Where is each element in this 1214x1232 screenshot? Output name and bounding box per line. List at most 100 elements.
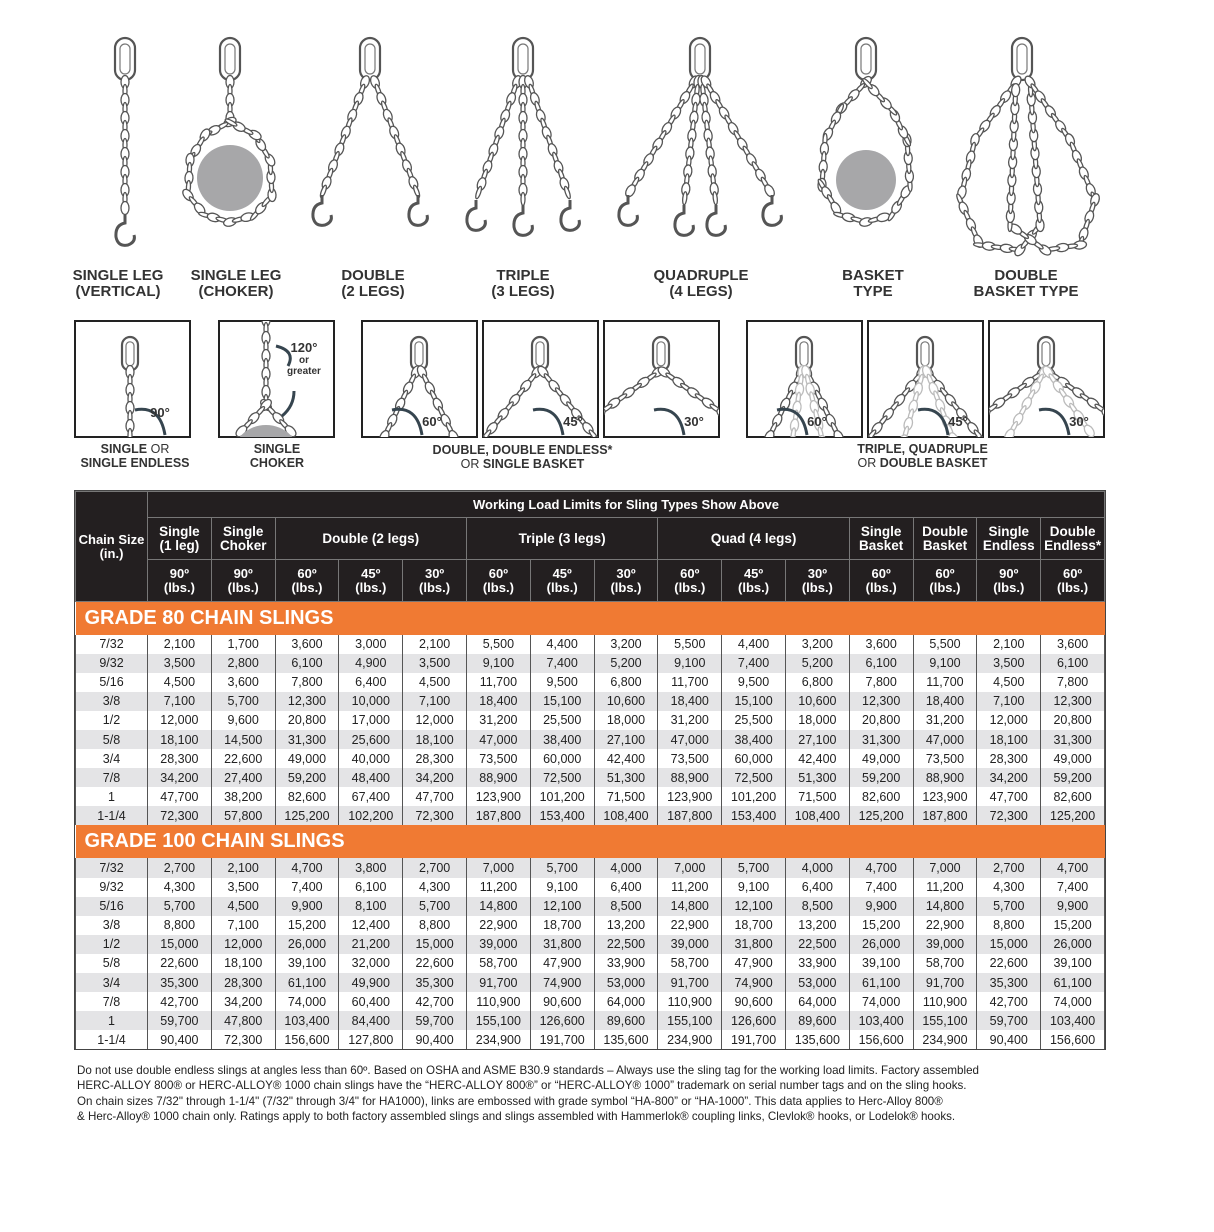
chain-link bbox=[973, 429, 983, 437]
double-basket-sling-icon bbox=[956, 36, 1100, 257]
load-limit-cell: 7,100 bbox=[402, 691, 467, 711]
load-limit-cell: 3,500 bbox=[210, 877, 276, 897]
chain-size-cell: 1 bbox=[75, 787, 148, 807]
chain-link bbox=[790, 427, 797, 437]
chain-link bbox=[747, 461, 760, 476]
load-limit-cell: 4,400 bbox=[721, 634, 786, 654]
load-limit-cell: 2,100 bbox=[402, 634, 467, 654]
chain-size-cell: 3/4 bbox=[75, 749, 148, 769]
load-limit-cell: 13,200 bbox=[784, 915, 850, 935]
load-limit-cell: 5,700 bbox=[147, 896, 212, 916]
chain-link bbox=[761, 438, 770, 451]
load-limit-cell: 7,800 bbox=[848, 672, 914, 692]
load-limit-cell: 2,100 bbox=[976, 634, 1042, 654]
chain-link bbox=[1115, 417, 1130, 431]
load-limit-cell: 15,000 bbox=[147, 934, 212, 954]
chain-size-cell: 5/16 bbox=[75, 672, 148, 692]
load-limit-cell: 89,600 bbox=[784, 1011, 850, 1031]
load-limit-cell: 7,400 bbox=[848, 877, 914, 897]
chain-size-header: Chain Size (in.) bbox=[75, 491, 148, 602]
load-limit-cell: 12,100 bbox=[529, 896, 595, 916]
load-limit-cell: 8,800 bbox=[147, 915, 212, 935]
load-limit-cell: 72,500 bbox=[529, 768, 595, 788]
load-limit-cell: 72,500 bbox=[721, 768, 786, 788]
load-limit-cell: 187,800 bbox=[912, 806, 978, 826]
load-limit-cell: 12,300 bbox=[274, 691, 340, 711]
load-limit-cell: 22,600 bbox=[402, 953, 467, 973]
chain-link bbox=[948, 432, 959, 437]
chain-link bbox=[224, 118, 238, 127]
load-limit-cell: 15,200 bbox=[274, 915, 340, 935]
load-limit-cell: 91,700 bbox=[657, 973, 723, 993]
load-limit-cell: 9,100 bbox=[721, 877, 786, 897]
table-row: 3/4 35,300 28,300 61,100 49,900 35,300 91,700 7… bbox=[75, 973, 1105, 993]
load-limit-cell: 4,500 bbox=[976, 672, 1042, 692]
chain-link bbox=[1130, 427, 1145, 441]
sling-type-label: TRIPLE (3 LEGS) bbox=[491, 267, 555, 300]
load-limit-cell: 25,500 bbox=[529, 710, 595, 730]
load-limit-cell: 4,700 bbox=[274, 858, 340, 878]
load-limit-cell: 7,100 bbox=[147, 691, 212, 711]
load-limit-cell: 74,000 bbox=[1040, 992, 1105, 1012]
load-limit-cell: 3,000 bbox=[338, 634, 404, 654]
load-limit-cell: 12,000 bbox=[210, 934, 276, 954]
load-limit-cell: 5,500 bbox=[657, 634, 723, 654]
load-limit-cell: 28,300 bbox=[147, 749, 212, 769]
load-limit-cell: 26,000 bbox=[1040, 934, 1105, 954]
chain-link bbox=[448, 429, 459, 437]
load-limit-cell: 18,700 bbox=[721, 915, 786, 935]
load-limit-cell: 25,500 bbox=[721, 710, 786, 730]
load-limit-cell: 9,600 bbox=[210, 710, 276, 730]
angle-diagram: 45° bbox=[482, 320, 599, 438]
chain-link bbox=[368, 454, 377, 467]
angle-arrow-icon bbox=[917, 407, 950, 436]
load-limit-cell: 53,000 bbox=[784, 973, 850, 993]
load-limit-cell: 155,100 bbox=[657, 1011, 723, 1031]
chain-link bbox=[787, 436, 797, 437]
load-limit-cell: 153,400 bbox=[529, 806, 595, 826]
angle-label: 90° bbox=[150, 405, 170, 420]
chain-link bbox=[563, 185, 571, 200]
load-limit-cell: 5,700 bbox=[721, 858, 786, 878]
chain-link bbox=[1004, 428, 1015, 437]
load-limit-cell: 15,000 bbox=[976, 934, 1042, 954]
load-limit-cell: 51,300 bbox=[593, 768, 659, 788]
load-limit-cell: 2,100 bbox=[210, 858, 276, 878]
load-limit-cell: 47,000 bbox=[465, 729, 531, 750]
chain-link bbox=[475, 185, 483, 200]
load-limit-cell: 31,800 bbox=[721, 934, 786, 954]
load-limit-cell: 34,200 bbox=[976, 768, 1042, 788]
load-limit-cell: 39,100 bbox=[1040, 953, 1105, 973]
angle-note: or bbox=[299, 355, 309, 366]
load-limit-cell: 9,100 bbox=[657, 653, 723, 673]
note-line: HERC-ALLOY 800® or HERC-ALLOY® 1000 chai… bbox=[77, 1079, 967, 1093]
load-limit-cell: 31,200 bbox=[912, 710, 978, 730]
chain-link bbox=[817, 434, 828, 437]
load-limit-cell: 7,400 bbox=[721, 653, 786, 673]
grade-section-header: GRADE 100 CHAIN SLINGS bbox=[75, 825, 1105, 859]
load-limit-cell: 22,600 bbox=[976, 953, 1042, 973]
load-limit-cell: 12,000 bbox=[402, 710, 467, 730]
load-limit-cell: 8,500 bbox=[593, 896, 659, 916]
chain-link bbox=[788, 446, 794, 459]
load-limit-cell: 53,000 bbox=[593, 973, 659, 993]
load-limit-cell: 60,000 bbox=[721, 749, 786, 769]
chain-link bbox=[833, 429, 844, 437]
load-limit-cell: 1,700 bbox=[210, 634, 276, 654]
load-limit-cell: 125,200 bbox=[848, 806, 914, 826]
chain-size-cell: 5/16 bbox=[75, 896, 148, 916]
load-limit-cell: 90,600 bbox=[721, 992, 786, 1012]
load-limit-cell: 234,900 bbox=[465, 1030, 531, 1050]
load-limit-cell: 6,400 bbox=[593, 877, 659, 897]
load-limit-cell: 125,200 bbox=[1040, 806, 1105, 826]
load-limit-cell: 47,800 bbox=[210, 1011, 276, 1031]
load-limit-cell: 103,400 bbox=[274, 1011, 340, 1031]
load-limit-cell: 47,000 bbox=[912, 729, 978, 750]
table-row: 1-1/4 90,400 72,300 156,600 127,800 90,400 234… bbox=[75, 1030, 1105, 1050]
load-limit-cell: 18,400 bbox=[465, 691, 531, 711]
load-limit-cell: 108,400 bbox=[593, 806, 659, 826]
load-limit-cell: 7,100 bbox=[976, 691, 1042, 711]
grade-section-header: GRADE 80 CHAIN SLINGS bbox=[75, 601, 1105, 635]
chain-link bbox=[1101, 407, 1104, 420]
